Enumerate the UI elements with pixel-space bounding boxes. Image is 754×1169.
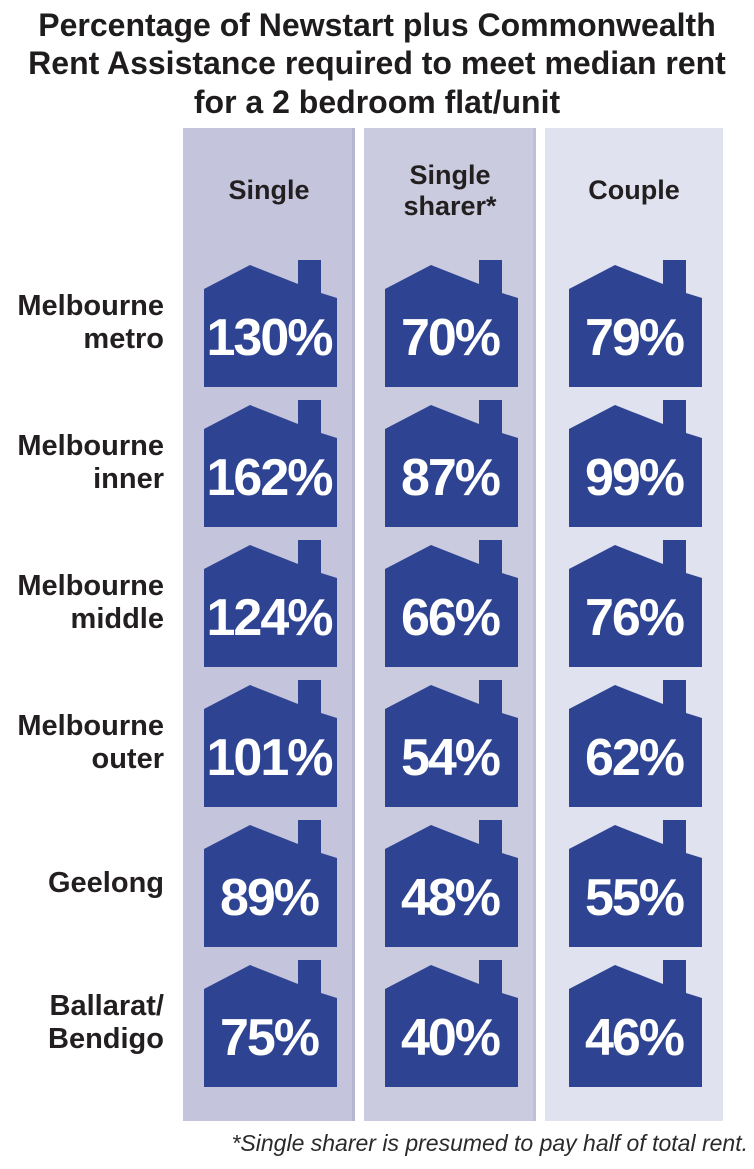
row-labels-column: Melbourne metro Melbourne inner Melbourn…	[0, 128, 174, 1121]
house-icon: 55%	[566, 819, 702, 947]
cell-inner-sharer: 87%	[364, 393, 536, 533]
house-icon: 162%	[201, 399, 337, 527]
house-icon: 48%	[382, 819, 518, 947]
value-label: 89%	[219, 868, 320, 927]
column-single: Single 130% 162% 124%	[183, 128, 355, 1122]
cell-metro-couple: 79%	[545, 253, 723, 393]
rent-assistance-chart: Melbourne metro Melbourne inner Melbourn…	[0, 128, 754, 1122]
house-icon: 124%	[201, 539, 337, 667]
cell-middle-couple: 76%	[545, 533, 723, 673]
header-spacer	[0, 128, 174, 253]
row-label-melbourne-inner: Melbourne inner	[17, 430, 164, 496]
value-label: 124%	[206, 588, 334, 647]
column-header-single-sharer: Single sharer*	[403, 159, 497, 221]
house-icon: 62%	[566, 679, 702, 807]
value-label: 87%	[400, 448, 501, 507]
cell-ballarat-sharer: 40%	[364, 953, 536, 1093]
cell-geelong-single: 89%	[183, 813, 355, 953]
value-label: 55%	[584, 868, 685, 927]
house-icon: 54%	[382, 679, 518, 807]
cell-inner-single: 162%	[183, 393, 355, 533]
value-label: 75%	[219, 1008, 320, 1067]
house-icon: 79%	[566, 259, 702, 387]
cell-metro-sharer: 70%	[364, 253, 536, 393]
value-label: 66%	[400, 588, 501, 647]
value-label: 54%	[400, 728, 501, 787]
cell-metro-single: 130%	[183, 253, 355, 393]
cell-middle-sharer: 66%	[364, 533, 536, 673]
row-label-geelong: Geelong	[47, 866, 164, 899]
cell-outer-couple: 62%	[545, 673, 723, 813]
row-label-melbourne-metro: Melbourne metro	[17, 290, 164, 356]
column-couple: Couple 79% 99% 76%	[545, 128, 723, 1122]
value-label: 70%	[400, 308, 501, 367]
value-label: 99%	[584, 448, 685, 507]
cell-ballarat-couple: 46%	[545, 953, 723, 1093]
house-icon: 89%	[201, 819, 337, 947]
column-header-single: Single	[228, 175, 310, 206]
house-icon: 40%	[382, 959, 518, 1087]
house-icon: 99%	[566, 399, 702, 527]
cell-outer-sharer: 54%	[364, 673, 536, 813]
value-label: 62%	[584, 728, 685, 787]
cell-geelong-couple: 55%	[545, 813, 723, 953]
value-label: 101%	[206, 728, 334, 787]
house-icon: 76%	[566, 539, 702, 667]
column-single-sharer: Single sharer* 70% 87% 66%	[364, 128, 536, 1122]
house-icon: 70%	[382, 259, 518, 387]
footnote: *Single sharer is presumed to pay half o…	[231, 1130, 748, 1157]
value-label: 130%	[206, 308, 334, 367]
row-label-ballarat-bendigo: Ballarat/ Bendigo	[48, 990, 164, 1056]
value-label: 162%	[206, 448, 334, 507]
row-label-melbourne-outer: Melbourne outer	[17, 710, 164, 776]
cell-outer-single: 101%	[183, 673, 355, 813]
cell-geelong-sharer: 48%	[364, 813, 536, 953]
value-label: 48%	[400, 868, 501, 927]
cell-inner-couple: 99%	[545, 393, 723, 533]
house-icon: 46%	[566, 959, 702, 1087]
house-icon: 66%	[382, 539, 518, 667]
value-label: 79%	[584, 308, 685, 367]
value-label: 46%	[584, 1008, 685, 1067]
house-icon: 101%	[201, 679, 337, 807]
page-title: Percentage of Newstart plus Commonwealth…	[28, 7, 726, 120]
cell-middle-single: 124%	[183, 533, 355, 673]
value-label: 76%	[584, 588, 685, 647]
house-icon: 75%	[201, 959, 337, 1087]
row-label-melbourne-middle: Melbourne middle	[17, 570, 164, 636]
value-label: 40%	[400, 1008, 501, 1067]
house-icon: 130%	[201, 259, 337, 387]
column-header-couple: Couple	[588, 175, 680, 206]
cell-ballarat-single: 75%	[183, 953, 355, 1093]
house-icon: 87%	[382, 399, 518, 527]
